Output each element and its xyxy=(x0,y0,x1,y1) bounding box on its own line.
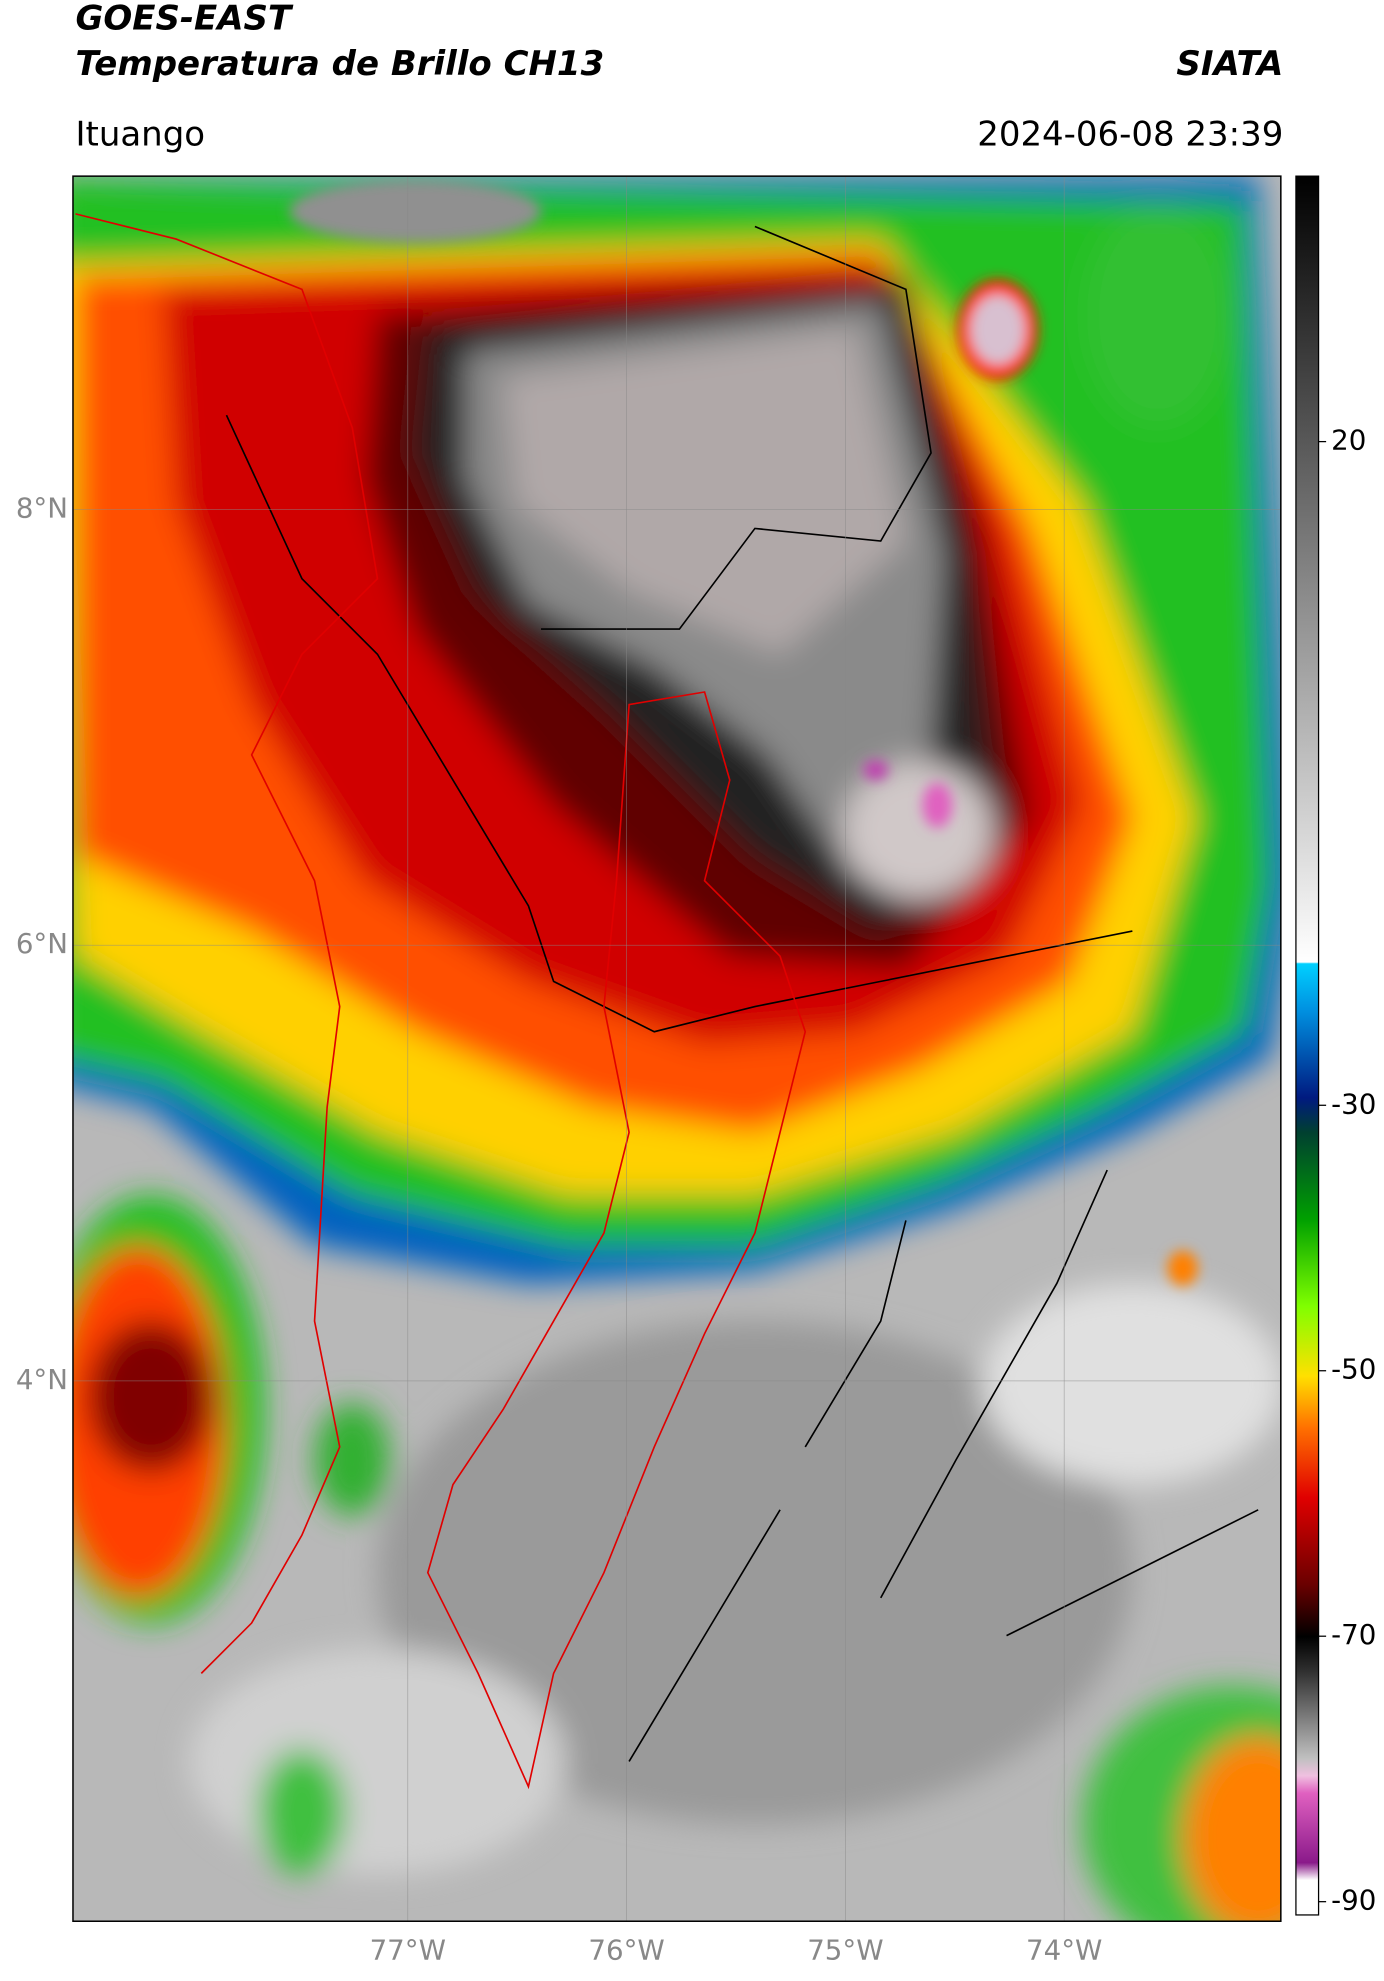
lat-tick-label: 4°N xyxy=(16,1363,68,1396)
title-line: Temperatura de Brillo CH13 xyxy=(75,44,604,84)
lat-tick-label: 8°N xyxy=(16,491,68,524)
map-frame xyxy=(72,175,1282,1922)
colorbar xyxy=(1295,175,1320,1916)
satellite-image xyxy=(72,176,1281,1922)
colorbar-tick-label: -50 xyxy=(1331,1353,1376,1386)
lon-tick-label: 74°W xyxy=(1026,1933,1102,1966)
title-line: GOES-EAST xyxy=(75,0,293,39)
location: Ituango xyxy=(75,114,205,154)
lon-tick-label: 76°W xyxy=(588,1933,664,1966)
source: SIATA xyxy=(1176,44,1283,84)
datetime: 2024-06-08 23:39 xyxy=(977,114,1283,154)
graticule: 77°W 76°W 75°W 74°W 8°N 6°N 4°N xyxy=(16,176,1281,1966)
colorbar-tick-label: -30 xyxy=(1331,1087,1376,1120)
colorbar-ticks: 20 -30 -50 -70 -90 xyxy=(1318,424,1376,1917)
lon-tick-label: 75°W xyxy=(807,1933,883,1966)
lon-tick-label: 77°W xyxy=(370,1933,446,1966)
colorbar-tick-label: 20 xyxy=(1331,424,1366,457)
lat-tick-label: 6°N xyxy=(16,927,68,960)
colorbar-tick-label: -90 xyxy=(1331,1884,1376,1917)
colorbar-tick-label: -70 xyxy=(1331,1618,1376,1651)
